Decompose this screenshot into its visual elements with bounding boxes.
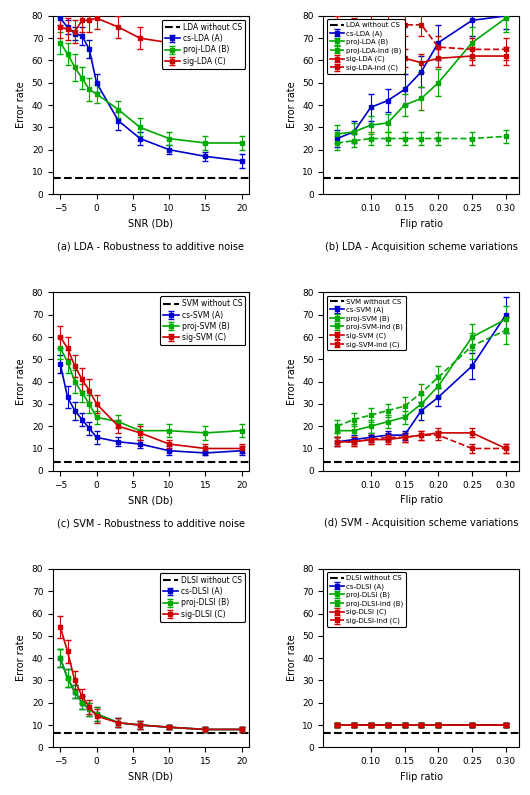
Legend: DLSI without CS, cs-DLSI (A), proj-DLSI (B), proj-DLSI-ind (B), sig-DLSI (C), si: DLSI without CS, cs-DLSI (A), proj-DLSI … bbox=[327, 572, 407, 626]
X-axis label: Flip ratio

(d) SVM - Acquisition scheme variations: Flip ratio (d) SVM - Acquisition scheme … bbox=[324, 495, 518, 528]
Y-axis label: Error rate: Error rate bbox=[16, 634, 26, 681]
DLSI without CS bbox=[93, 728, 100, 738]
X-axis label: SNR (Db)

(a) LDA - Robustness to additive noise: SNR (Db) (a) LDA - Robustness to additiv… bbox=[57, 219, 244, 252]
X-axis label: SNR (Db)

(e) DLSI - Robustness to additive noise: SNR (Db) (e) DLSI - Robustness to additi… bbox=[56, 772, 246, 795]
LDA without CS bbox=[93, 173, 100, 182]
Y-axis label: Error rate: Error rate bbox=[16, 82, 26, 129]
X-axis label: Flip ratio

(f) DLSI - Acquisition scheme variations: Flip ratio (f) DLSI - Acquisition scheme… bbox=[325, 772, 518, 795]
Y-axis label: Error rate: Error rate bbox=[287, 82, 297, 129]
Legend: SVM without CS, cs-SVM (A), proj-SVM (B), proj-SVM-ind (B), sig-SVM (C), sig-SVM: SVM without CS, cs-SVM (A), proj-SVM (B)… bbox=[327, 296, 406, 351]
X-axis label: Flip ratio

(b) LDA - Acquisition scheme variations: Flip ratio (b) LDA - Acquisition scheme … bbox=[325, 219, 518, 252]
X-axis label: SNR (Db)

(c) SVM - Robustness to additive noise: SNR (Db) (c) SVM - Robustness to additiv… bbox=[57, 495, 245, 528]
LDA without CS bbox=[101, 173, 107, 182]
Legend: LDA without CS, cs-LDA (A), proj-LDA (B), sig-LDA (C): LDA without CS, cs-LDA (A), proj-LDA (B)… bbox=[162, 20, 245, 68]
SVM without CS bbox=[93, 457, 100, 467]
DLSI without CS bbox=[101, 728, 107, 738]
Legend: SVM without CS, cs-SVM (A), proj-SVM (B), sig-SVM (C): SVM without CS, cs-SVM (A), proj-SVM (B)… bbox=[160, 297, 245, 345]
Y-axis label: Error rate: Error rate bbox=[16, 359, 26, 405]
Y-axis label: Error rate: Error rate bbox=[287, 359, 297, 405]
Legend: LDA without CS, cs-LDA (A), proj-LDA (B), proj-LDA-ind (B), sig-LDA (C), sig-LDA: LDA without CS, cs-LDA (A), proj-LDA (B)… bbox=[327, 19, 404, 74]
Legend: DLSI without CS, cs-DLSI (A), proj-DLSI (B), sig-DLSI (C): DLSI without CS, cs-DLSI (A), proj-DLSI … bbox=[160, 572, 245, 622]
SVM without CS bbox=[101, 457, 107, 467]
Y-axis label: Error rate: Error rate bbox=[287, 634, 297, 681]
